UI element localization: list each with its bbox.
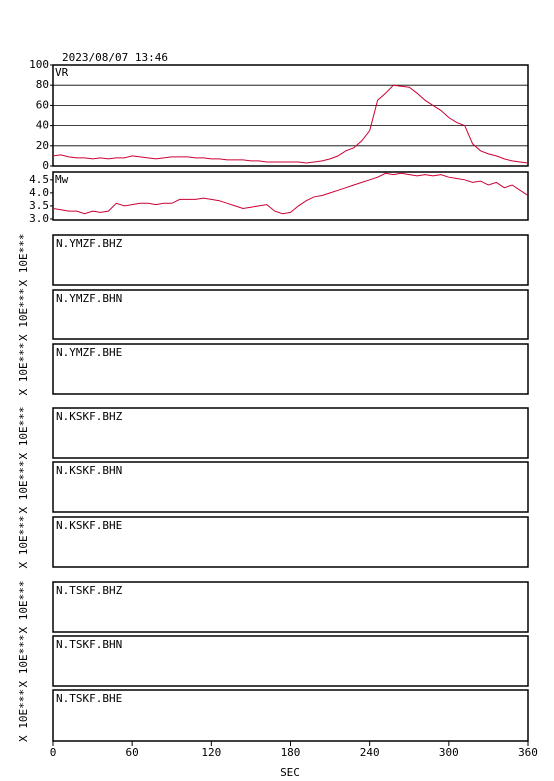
panel-frame [52,234,529,286]
panel-label: N.YMZF.BHE [56,346,122,359]
panel-frame [52,64,529,167]
panel-label: Mw [55,173,69,186]
panel-frame [52,343,529,395]
y-axis-label: X 10E*** [17,288,30,341]
x-tick-label: 300 [439,746,459,759]
y-axis-label: X 10E*** [17,581,30,634]
panel-frame [52,689,529,742]
y-axis-label: X 10E*** [17,461,30,514]
y-tick-label: 40 [36,119,49,132]
x-axis-label: SEC [280,766,300,779]
y-axis-label: X 10E*** [17,635,30,688]
panel-label: N.KSKF.BHE [56,519,122,532]
y-tick-label: 20 [36,139,49,152]
y-tick-label: 100 [29,58,49,71]
panel-frame [52,171,529,221]
y-axis-label: X 10E*** [17,516,30,569]
data-line [52,172,529,215]
y-tick-label: 0 [42,159,49,172]
y-tick-label: 4.5 [29,173,49,186]
data-line [52,84,529,164]
panel-frame [52,407,529,459]
y-tick-label: 80 [36,78,49,91]
y-axis-label: X 10E*** [17,234,30,287]
x-tick-label: 60 [126,746,139,759]
panel-label: N.YMZF.BHN [56,292,122,305]
y-tick-label: 4.0 [29,186,49,199]
panel-frame [52,635,529,687]
panel-label: N.KSKF.BHN [56,464,122,477]
panel-frame [52,516,529,568]
x-tick-label: 240 [360,746,380,759]
panel-label: N.TSKF.BHN [56,638,122,651]
y-tick-label: 3.5 [29,199,49,212]
x-tick-label: 360 [518,746,538,759]
panel-frame [52,581,529,633]
panel-frame [52,289,529,340]
panel-frame [52,461,529,513]
panel-label: N.TSKF.BHZ [56,584,123,597]
y-tick-label: 60 [36,98,49,111]
y-tick-label: 3.0 [29,212,49,225]
y-axis-label: X 10E*** [17,689,30,742]
y-axis-label: X 10E*** [17,343,30,396]
panel-label: VR [55,66,69,79]
chart-title: 2023/08/07 13:46 [62,51,168,64]
x-tick-label: 180 [281,746,301,759]
panel-label: N.TSKF.BHE [56,692,122,705]
panel-label: N.YMZF.BHZ [56,237,123,250]
x-tick-label: 120 [201,746,221,759]
panel-label: N.KSKF.BHZ [56,410,123,423]
x-tick-label: 0 [50,746,57,759]
y-axis-label: X 10E*** [17,407,30,460]
